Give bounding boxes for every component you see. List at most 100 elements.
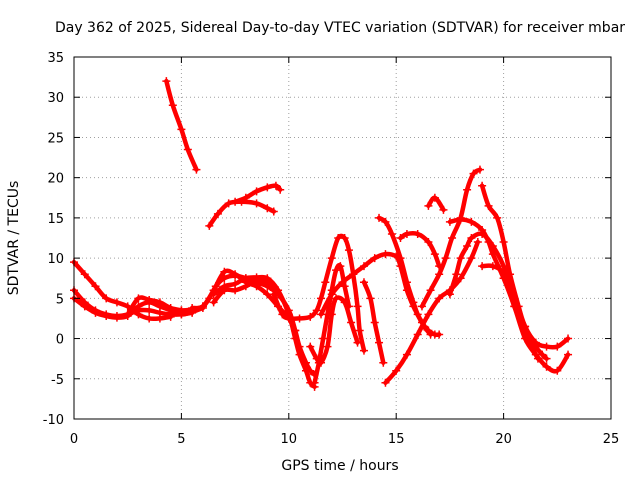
y-axis-title: SDTVAR / TECUs <box>6 181 22 296</box>
data-point-marker <box>123 310 132 319</box>
y-tick-label: 0 <box>56 333 64 348</box>
data-point-marker <box>366 294 375 303</box>
data-point-marker <box>274 286 283 295</box>
data-point-marker <box>241 193 250 202</box>
data-point-marker <box>134 302 143 311</box>
series-line <box>271 233 367 353</box>
data-point-marker <box>478 225 487 234</box>
data-point-marker <box>263 204 272 213</box>
data-point-marker <box>445 217 454 226</box>
y-tick-label: -10 <box>43 413 64 428</box>
data-point-marker <box>344 246 353 255</box>
data-point-marker <box>402 350 411 359</box>
data-point-marker <box>340 298 349 307</box>
data-point-marker <box>166 303 175 312</box>
data-point-marker <box>424 310 433 319</box>
data-point-marker <box>413 229 422 238</box>
x-tick-label: 20 <box>495 432 512 447</box>
data-point-marker <box>375 213 384 222</box>
data-point-marker <box>263 183 272 192</box>
data-point-marker <box>463 242 472 251</box>
data-point-marker <box>469 169 478 178</box>
series-track-5 <box>162 77 201 174</box>
series-line <box>71 259 173 322</box>
data-point-marker <box>392 366 401 375</box>
data-point-marker <box>347 318 356 327</box>
series-track-10 <box>205 197 278 230</box>
data-point-marker <box>317 294 326 303</box>
data-point-marker <box>269 207 278 216</box>
data-point-marker <box>413 310 422 319</box>
data-point-marker <box>359 278 368 287</box>
data-point-marker <box>145 306 154 315</box>
series-track-11 <box>231 181 285 206</box>
series-track-18 <box>381 238 482 387</box>
data-point-marker <box>435 330 444 339</box>
data-point-marker <box>317 358 326 367</box>
data-point-marker <box>252 187 261 196</box>
data-point-marker <box>162 77 171 86</box>
data-point-marker <box>456 274 465 283</box>
data-point-marker <box>319 334 328 343</box>
y-tick-label: 25 <box>47 131 64 146</box>
data-point-marker <box>467 217 476 226</box>
series-track-20 <box>417 165 484 311</box>
data-point-marker <box>402 229 411 238</box>
data-point-marker <box>177 306 186 315</box>
data-point-marker <box>310 378 319 387</box>
series-track-24 <box>478 181 573 351</box>
x-tick-label: 25 <box>603 432 620 447</box>
data-point-marker <box>396 254 405 263</box>
data-point-marker <box>413 330 422 339</box>
data-point-marker <box>209 298 218 307</box>
data-point-marker <box>359 346 368 355</box>
y-tick-label: 30 <box>47 91 64 106</box>
data-point-marker <box>145 314 154 323</box>
series-track-16 <box>359 278 388 367</box>
series-track-4 <box>123 294 186 319</box>
data-point-marker <box>91 282 100 291</box>
y-tick-label: 15 <box>47 212 64 227</box>
data-point-marker <box>80 302 89 311</box>
data-point-marker <box>241 282 250 291</box>
data-point-marker <box>456 254 465 263</box>
data-point-marker <box>168 101 177 110</box>
data-point-marker <box>417 302 426 311</box>
data-point-marker <box>387 229 396 238</box>
data-point-marker <box>448 234 457 242</box>
data-point-marker <box>375 338 384 347</box>
chart-title: Day 362 of 2025, Sidereal Day-to-day VTE… <box>55 20 625 36</box>
data-point-marker <box>381 250 390 259</box>
data-point-marker <box>488 250 497 259</box>
data-point-marker <box>252 199 261 208</box>
data-point-marker <box>317 310 326 319</box>
data-point-marker <box>327 290 336 299</box>
data-point-marker <box>155 298 164 307</box>
data-point-marker <box>295 350 304 359</box>
data-point-marker <box>276 185 285 194</box>
data-point-marker <box>430 250 439 259</box>
y-tick-label: 10 <box>47 252 64 267</box>
y-tick-label: 35 <box>47 51 64 66</box>
data-point-marker <box>224 199 233 208</box>
x-tick-label: 10 <box>281 432 298 447</box>
data-point-marker <box>521 326 530 335</box>
data-point-marker <box>301 366 310 375</box>
data-point-marker <box>467 254 476 263</box>
data-point-marker <box>542 362 551 371</box>
data-point-marker <box>467 234 476 242</box>
data-point-marker <box>112 313 121 322</box>
data-point-marker <box>112 298 121 307</box>
data-point-marker <box>439 205 448 214</box>
series-track-1 <box>70 258 175 323</box>
series-track-14 <box>306 294 362 367</box>
data-point-marker <box>424 201 433 210</box>
data-point-marker <box>145 295 154 304</box>
data-point-marker <box>424 238 433 247</box>
data-point-marker <box>426 286 435 295</box>
data-point-marker <box>188 303 197 312</box>
data-point-marker <box>553 366 562 375</box>
data-point-marker <box>396 234 405 242</box>
data-point-marker <box>291 334 300 343</box>
